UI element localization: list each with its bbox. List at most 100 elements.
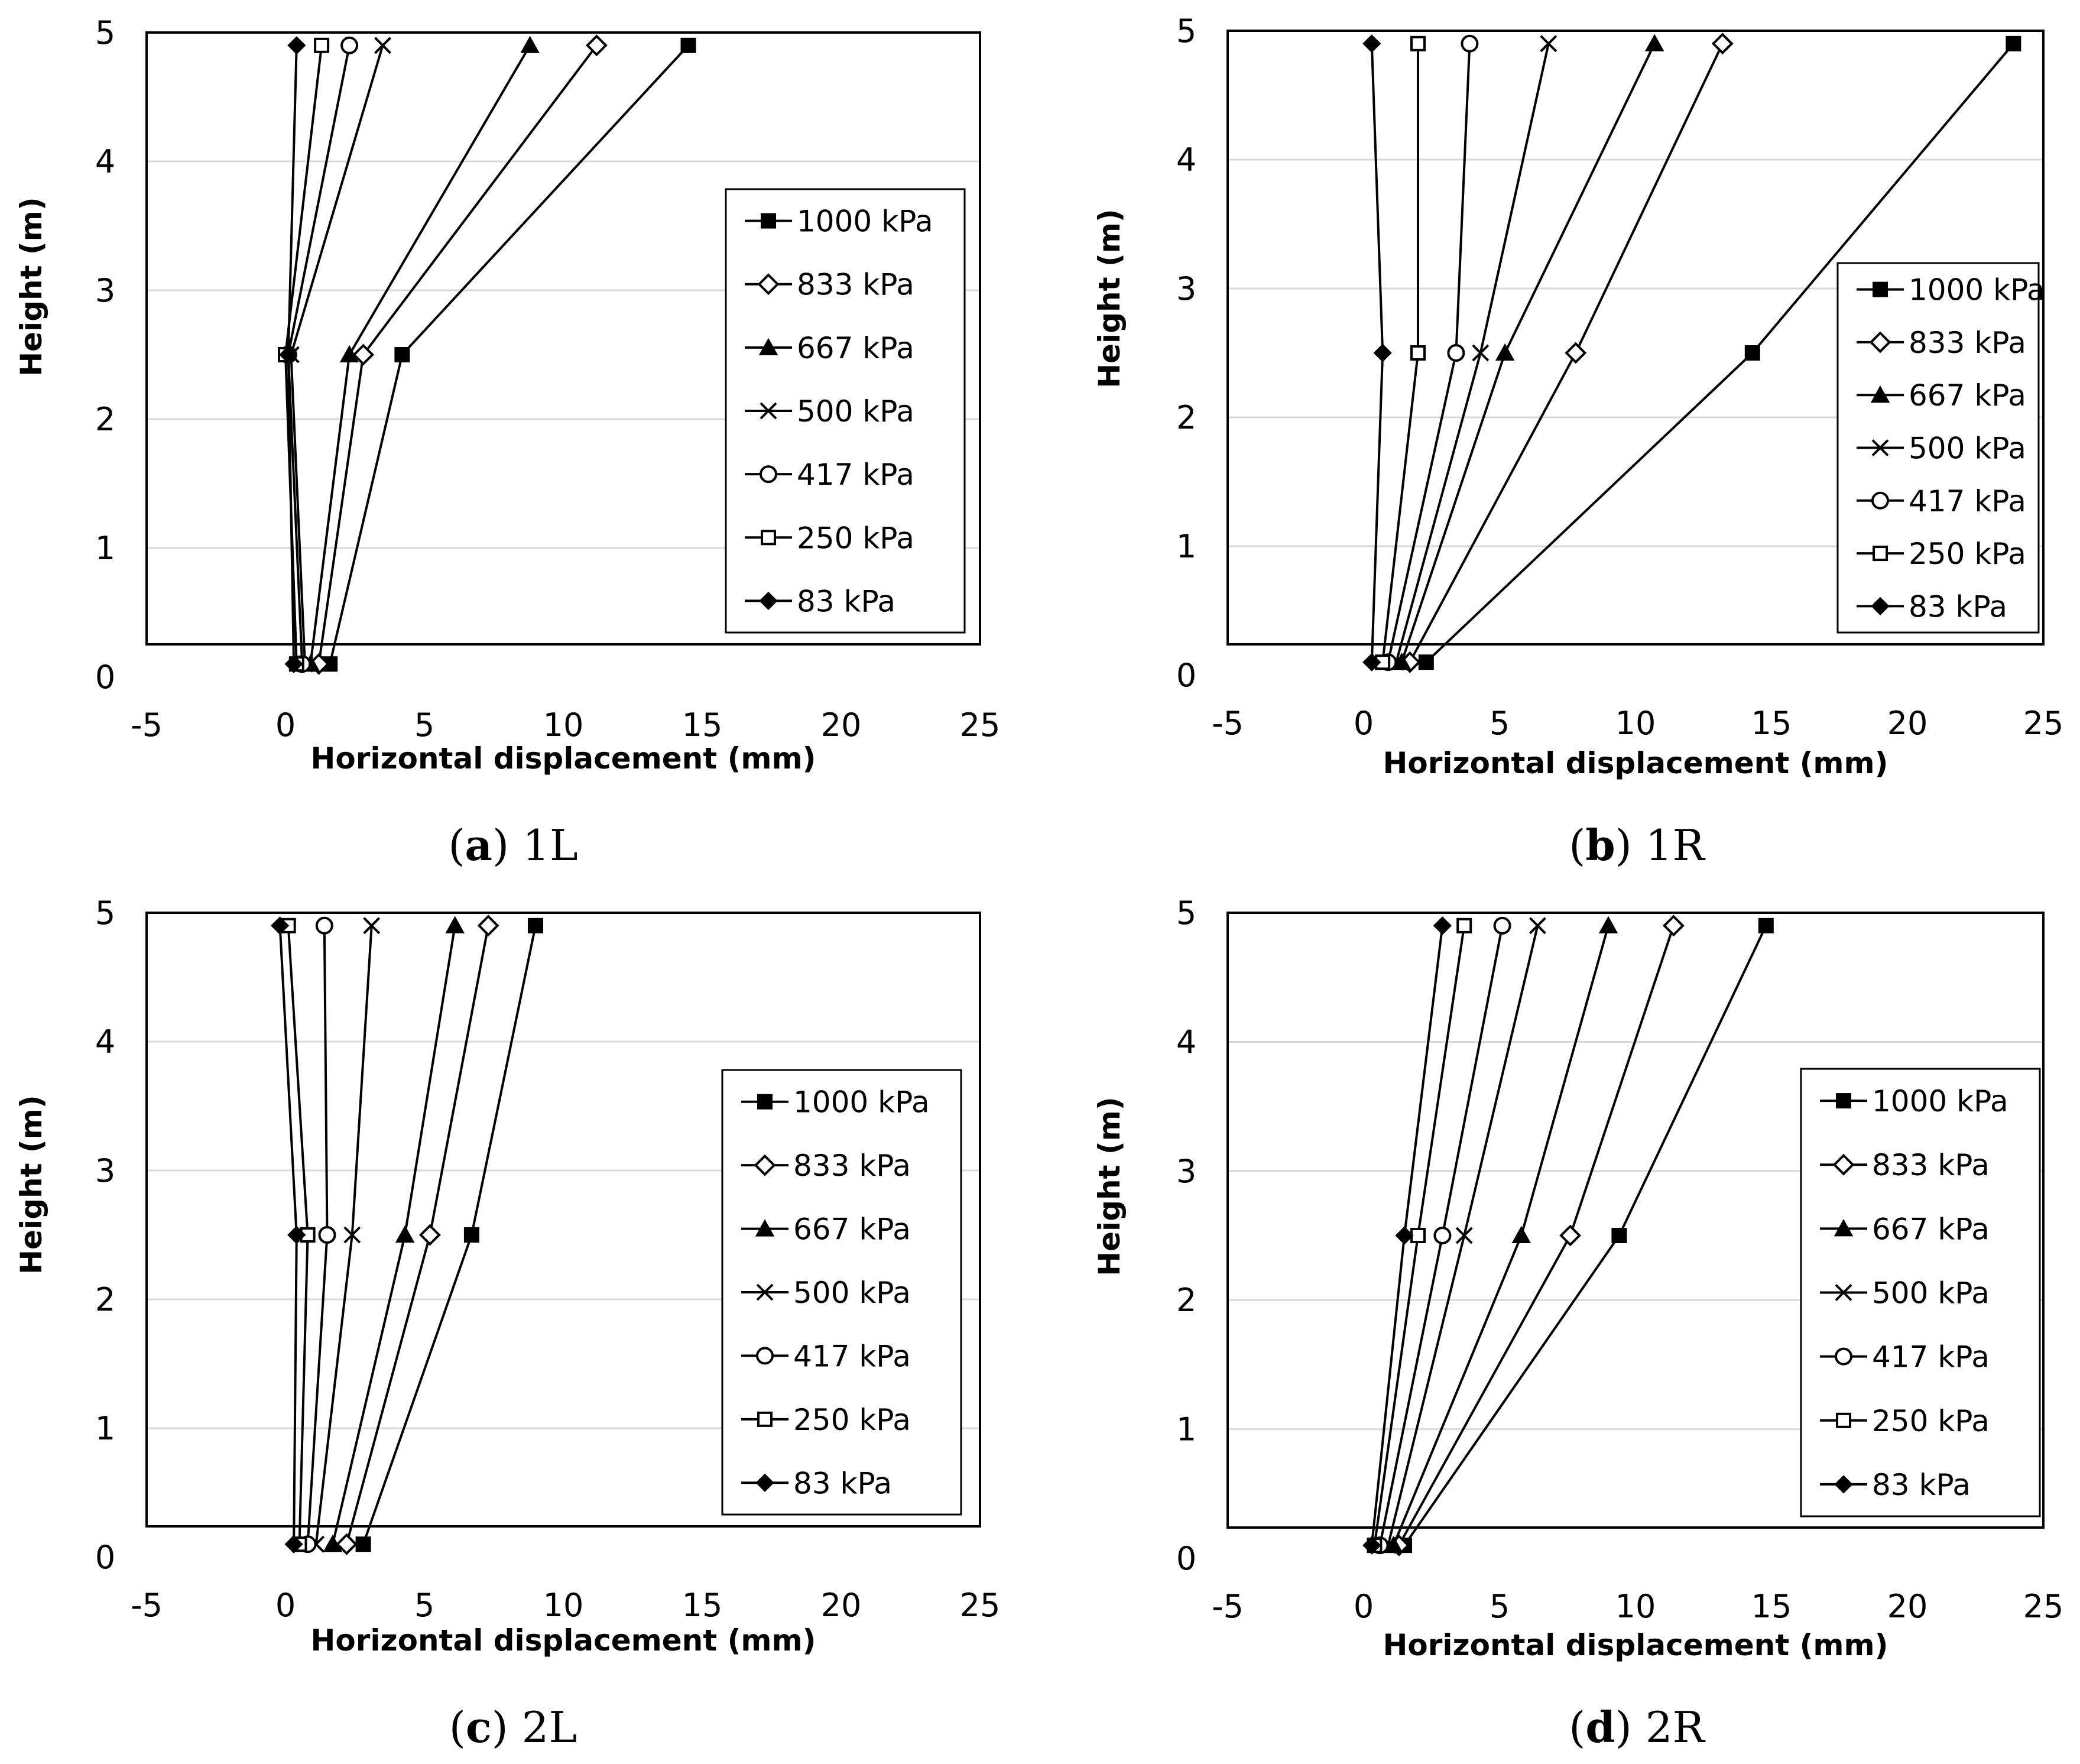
legend-item: 500 kPa (741, 1276, 911, 1310)
y-tick-labels: 0 1 2 3 4 5 (1176, 894, 1196, 1577)
legend-label: 83 kPa (1872, 1468, 1971, 1502)
series-83-kpa (1362, 916, 1452, 1555)
data-point (1493, 916, 1511, 935)
series-1000-kpa (1397, 917, 1774, 1554)
legend-marker (1836, 1093, 1851, 1109)
series-lines (278, 34, 696, 675)
data-point (1644, 34, 1664, 51)
data-point (1565, 342, 1587, 364)
series-667-kpa (323, 916, 465, 1552)
data-point (1456, 917, 1472, 933)
data-point (445, 916, 465, 933)
data-point (287, 1225, 306, 1244)
data-point (1472, 344, 1490, 362)
data-point (315, 916, 333, 935)
data-point (374, 37, 391, 54)
data-point (1455, 1227, 1473, 1244)
x-axis-label: Horizontal displacement (mm) (311, 741, 816, 776)
y-tick-label: 5 (95, 894, 115, 932)
data-point (2006, 35, 2021, 51)
legend-item: 250 kPa (741, 1403, 911, 1437)
x-tick-label: 5 (414, 706, 434, 744)
x-axis-label: Horizontal displacement (mm) (1383, 1628, 1888, 1662)
y-tick-label: 4 (1176, 141, 1196, 179)
x-tick-label: -5 (1212, 705, 1244, 742)
chart-panel-1l: 0 1 2 3 4 5 -5 0 5 10 15 20 25 Height (m) Horizonta… (0, 0, 1040, 882)
legend-label: 500 kPa (797, 394, 914, 429)
legend: 1000 kPa 833 kPa 667 kPa 500 kPa 417 kPa 250 … (721, 1069, 962, 1516)
y-tick-label: 4 (95, 143, 115, 180)
panel-caption: (a) 1L (448, 820, 577, 870)
data-point (339, 345, 359, 362)
y-tick-label: 2 (95, 1281, 115, 1318)
legend-marker (1835, 1284, 1852, 1301)
data-point (1559, 1224, 1582, 1247)
legend-item: 667 kPa (1857, 378, 2026, 413)
data-point (1362, 1536, 1381, 1555)
chart-panel-1r: 0 1 2 3 4 5 -5 0 5 10 15 20 25 Height (m) Horizonta… (1040, 0, 2080, 882)
legend-item: 250 kPa (745, 521, 914, 555)
y-tick-label: 4 (95, 1023, 115, 1061)
y-tick-labels: 0 1 2 3 4 5 (95, 894, 115, 1576)
legend-item: 417 kPa (1857, 484, 2026, 518)
series-667-kpa (1392, 34, 1664, 670)
legend-label: 250 kPa (793, 1403, 911, 1437)
y-tick-label: 1 (95, 530, 115, 567)
x-tick-labels: -5 0 5 10 15 20 25 (131, 1587, 1000, 1624)
y-tick-label: 1 (1176, 1411, 1196, 1448)
y-tick-label: 5 (1176, 894, 1196, 932)
legend-marker (1834, 1475, 1853, 1494)
x-tick-label: 0 (275, 706, 296, 744)
series-417-kpa (1379, 34, 1479, 672)
data-point (1758, 917, 1774, 933)
x-tick-label: 5 (1490, 1588, 1510, 1625)
legend-marker (760, 402, 777, 420)
chart-panel-2l: 0 1 2 3 4 5 -5 0 5 10 15 20 25 Height (m) Horizonta… (0, 882, 1040, 1764)
legend-label: 1000 kPa (797, 205, 933, 239)
y-tick-label: 2 (1176, 399, 1196, 436)
x-tick-label: 10 (1615, 1588, 1656, 1625)
legend-marker (1869, 331, 1891, 354)
series-lines (1362, 915, 1774, 1557)
y-tick-label: 5 (1176, 12, 1196, 50)
legend-marker (756, 1283, 774, 1301)
legend-item: 667 kPa (745, 331, 914, 365)
data-point (395, 1225, 415, 1243)
legend-item: 1000 kPa (741, 1085, 930, 1120)
y-tick-labels: 0 1 2 3 4 5 (1176, 12, 1196, 694)
data-point (1529, 917, 1546, 935)
data-point (1540, 35, 1557, 53)
legend-label: 250 kPa (1909, 537, 2026, 571)
legend-label: 667 kPa (1909, 378, 2026, 413)
y-axis-label: Height (m) (14, 197, 48, 376)
legend: 1000 kPa 833 kPa 667 kPa 500 kPa 417 kPa 250 … (1836, 262, 2045, 634)
plot-border (1226, 912, 2045, 1529)
y-tick-label: 2 (1176, 1282, 1196, 1319)
series-667-kpa (1384, 916, 1618, 1554)
data-point (1433, 1227, 1452, 1244)
legend-item: 417 kPa (741, 1339, 911, 1373)
y-tick-label: 3 (1176, 1153, 1196, 1190)
y-tick-label: 3 (95, 1152, 115, 1189)
series-1000-kpa (1418, 35, 2021, 670)
x-tick-label: 20 (1887, 1588, 1928, 1625)
legend-item: 667 kPa (741, 1212, 911, 1247)
legend-label: 1000 kPa (793, 1085, 930, 1120)
legend-label: 1000 kPa (1872, 1084, 2008, 1118)
data-point (335, 1533, 358, 1555)
legend-marker (761, 530, 776, 546)
x-tick-label: 10 (1615, 705, 1656, 742)
legend-marker (1836, 1412, 1851, 1428)
x-axis-label: Horizontal displacement (mm) (311, 1623, 816, 1658)
data-point (271, 916, 290, 935)
x-tick-label: 0 (275, 1587, 296, 1624)
legend-item: 500 kPa (1857, 432, 2026, 466)
legend-item: 1000 kPa (1857, 273, 2045, 307)
x-tick-label: 0 (1354, 1588, 1374, 1625)
legend-label: 417 kPa (793, 1339, 911, 1373)
data-point (1410, 345, 1426, 361)
data-point (1433, 916, 1452, 935)
y-tick-label: 1 (95, 1410, 115, 1447)
legend-label: 1000 kPa (1909, 273, 2045, 307)
data-point (1418, 654, 1434, 670)
